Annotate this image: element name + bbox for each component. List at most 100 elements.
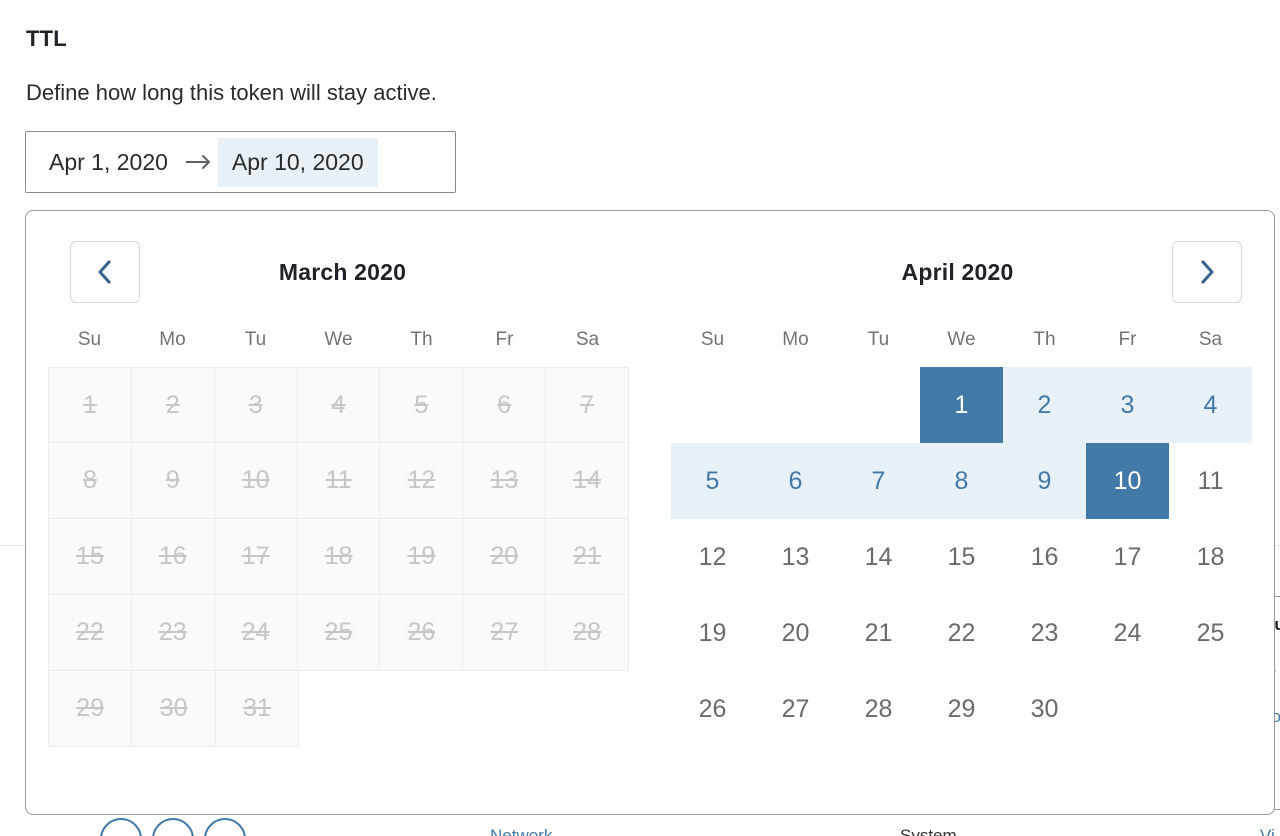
calendar-day-28: 28: [546, 595, 630, 671]
weekday-sa: Sa: [575, 329, 600, 350]
calendar-day-3: 3: [214, 367, 298, 443]
calendar-day-29[interactable]: 29: [920, 671, 1003, 747]
calendar-day-13[interactable]: 13: [754, 519, 837, 595]
chevron-left-icon: [98, 260, 111, 284]
calendar-day-11[interactable]: 11: [1169, 443, 1252, 519]
calendar-day-3[interactable]: 3: [1086, 367, 1169, 443]
calendar-day-2[interactable]: 2: [1003, 367, 1086, 443]
calendar-week-row: 26 27 28 29 30: [671, 671, 1252, 747]
calendar-day-9[interactable]: 9: [1003, 443, 1086, 519]
calendar-day-18[interactable]: 18: [1169, 519, 1252, 595]
calendar-day-empty: [381, 671, 465, 747]
calendar-week-row: 29 30 31: [48, 671, 629, 747]
arrow-right-icon: [182, 153, 216, 171]
calendar-day-4: 4: [297, 367, 381, 443]
background-label-system: System: [900, 826, 957, 836]
weekday-sa: Sa: [1198, 329, 1223, 350]
calendar-day-25[interactable]: 25: [1169, 595, 1252, 671]
page-description: Define how long this token will stay act…: [26, 80, 437, 105]
calendar-day-14: 14: [546, 443, 630, 519]
weekday-header-right: Su Mo Tu We Th Fr Sa: [671, 329, 1252, 367]
background-avatar-group: [100, 818, 246, 836]
calendar-day-10[interactable]: 10: [1086, 443, 1169, 519]
start-date-field[interactable]: Apr 1, 2020: [49, 148, 168, 175]
calendar-day-27[interactable]: 27: [754, 671, 837, 747]
calendar-day-14[interactable]: 14: [837, 519, 920, 595]
calendar-day-22[interactable]: 22: [920, 595, 1003, 671]
avatar-circle: [100, 818, 142, 836]
calendar-day-31: 31: [215, 671, 300, 747]
calendar-day-23[interactable]: 23: [1003, 595, 1086, 671]
calendar-day-16: 16: [131, 519, 215, 595]
weekday-tu: Tu: [867, 329, 890, 350]
calendar-day-15[interactable]: 15: [920, 519, 1003, 595]
end-date-field[interactable]: Apr 10, 2020: [217, 137, 378, 187]
weekday-th: Th: [1033, 329, 1056, 350]
calendar-day-empty: [671, 367, 754, 443]
calendar-grid-left: 1 2 3 4 5 6 7 8 9 10 11 12 13 14 15 16 17 18 19 20 21 22 23 24 2…: [48, 367, 630, 747]
calendar-day-15: 15: [48, 519, 132, 595]
calendar-day-27: 27: [463, 595, 547, 671]
weekday-fr: Fr: [1118, 329, 1137, 350]
background-label-vi[interactable]: Vi: [1260, 826, 1275, 836]
calendar-day-17[interactable]: 17: [1086, 519, 1169, 595]
calendar-week-row: 22 23 24 25 26 27 28: [48, 595, 630, 671]
weekday-fr: Fr: [495, 329, 514, 350]
calendar-day-19: 19: [380, 519, 464, 595]
calendar-day-20: 20: [463, 519, 547, 595]
weekday-mo: Mo: [782, 329, 809, 350]
calendar-day-28[interactable]: 28: [837, 671, 920, 747]
prev-month-button[interactable]: [70, 241, 140, 303]
calendar-week-row: 19 20 21 22 23 24 25: [671, 595, 1252, 671]
calendar-header-right: April 2020: [671, 237, 1252, 307]
calendar-day-24[interactable]: 24: [1086, 595, 1169, 671]
calendar-day-18: 18: [297, 519, 381, 595]
next-month-button[interactable]: [1172, 241, 1242, 303]
calendar-day-21[interactable]: 21: [837, 595, 920, 671]
weekday-mo: Mo: [159, 329, 186, 350]
calendar-day-26[interactable]: 26: [671, 671, 754, 747]
calendar-day-1[interactable]: 1: [920, 367, 1003, 443]
month-label-left: March 2020: [278, 258, 407, 285]
calendar-week-row: 12 13 14 15 16 17 18: [671, 519, 1252, 595]
background-label-network[interactable]: Network: [490, 826, 553, 836]
calendar-day-20[interactable]: 20: [754, 595, 837, 671]
calendar-day-6[interactable]: 6: [754, 443, 837, 519]
calendar-day-8[interactable]: 8: [920, 443, 1003, 519]
calendar-day-23: 23: [131, 595, 215, 671]
calendar-day-empty: [754, 367, 837, 443]
calendar-grid-right: 1 2 3 4 5 6 7 8 9 10 11 12 13 14 15 16 17 18 19 20 21 22 23 24 2…: [671, 367, 1252, 747]
calendar-day-19[interactable]: 19: [671, 595, 754, 671]
weekday-we: We: [324, 329, 353, 350]
calendar-day-22: 22: [48, 595, 132, 671]
weekday-tu: Tu: [244, 329, 267, 350]
calendar-day-30[interactable]: 30: [1003, 671, 1086, 747]
calendar-day-16[interactable]: 16: [1003, 519, 1086, 595]
background-bottom-row: Network System Vi: [100, 818, 1280, 836]
calendar-day-9: 9: [131, 443, 215, 519]
calendar-day-12[interactable]: 12: [671, 519, 754, 595]
date-range-input[interactable]: Apr 1, 2020 Apr 10, 2020: [25, 131, 456, 193]
calendar-day-empty: [837, 367, 920, 443]
calendar-day-empty: [1169, 671, 1252, 747]
calendar-day-8: 8: [48, 443, 132, 519]
weekday-su: Su: [77, 329, 102, 350]
calendar-day-empty: [546, 671, 629, 747]
calendar-day-29: 29: [48, 671, 133, 747]
calendar-day-30: 30: [132, 671, 216, 747]
calendar-day-17: 17: [214, 519, 298, 595]
calendar-day-empty: [299, 671, 382, 747]
calendar-day-5[interactable]: 5: [671, 443, 754, 519]
avatar-circle: [204, 818, 246, 836]
calendar-header-left: March 2020: [48, 237, 629, 307]
calendar-week-row: 8 9 10 11 12 13 14: [48, 443, 630, 519]
calendar-day-4[interactable]: 4: [1169, 367, 1252, 443]
calendar-day-7[interactable]: 7: [837, 443, 920, 519]
calendar-day-13: 13: [463, 443, 547, 519]
calendar-day-24: 24: [214, 595, 298, 671]
